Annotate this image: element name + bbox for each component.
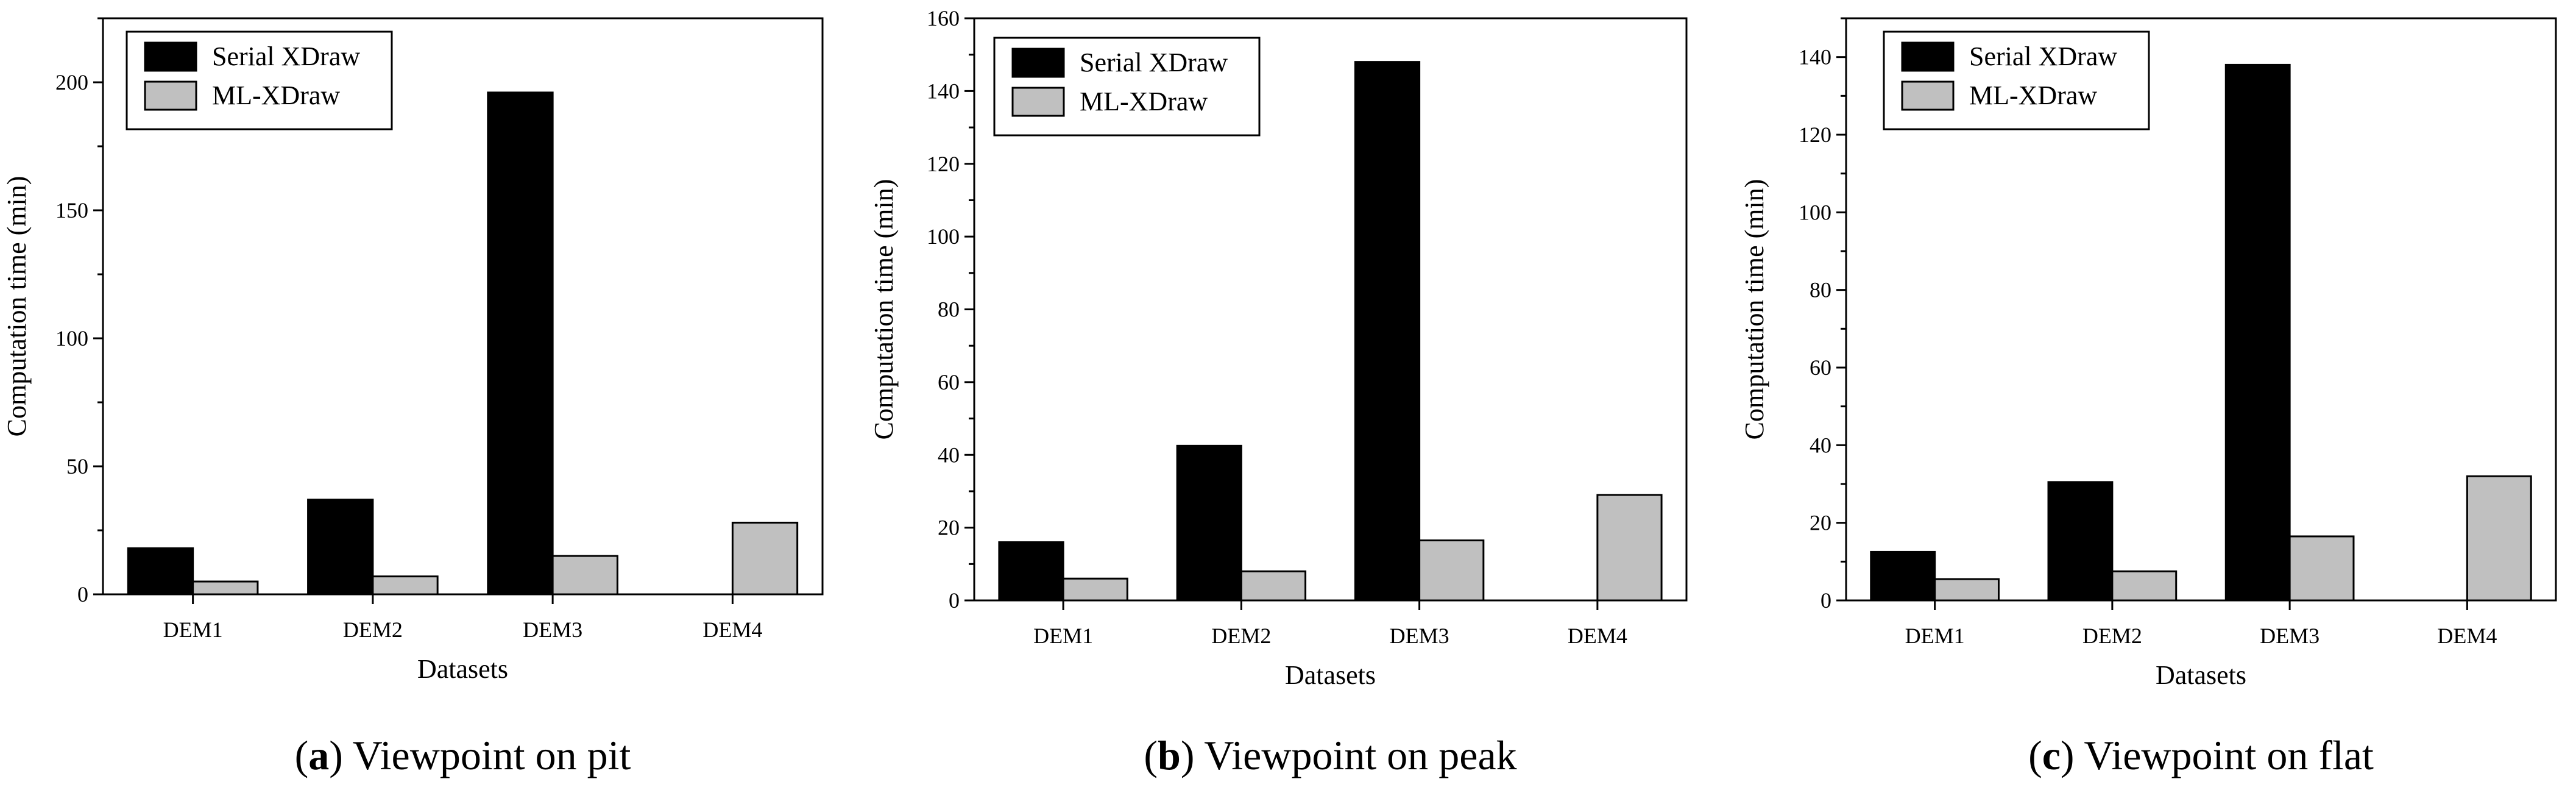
caption-title: Viewpoint on peak: [1204, 732, 1516, 778]
x-tick-label: DEM1: [163, 617, 223, 642]
x-tick-label: DEM2: [2082, 624, 2142, 648]
bar-ml-xdraw-dem1: [1062, 577, 1128, 602]
x-tick-label: DEM4: [702, 617, 762, 642]
legend-swatch: [1011, 48, 1065, 78]
bar-ml-xdraw-dem4: [731, 521, 799, 596]
y-tick-label: 80: [938, 297, 960, 322]
caption-letter: a: [308, 732, 329, 778]
x-axis-title: Datasets: [417, 654, 508, 684]
legend-label: ML-XDraw: [1969, 80, 2097, 110]
caption-open-paren: (: [2028, 732, 2042, 778]
bar-ml-xdraw-dem3: [1418, 539, 1485, 602]
plot-frame: [102, 17, 824, 596]
y-tick-label: 50: [66, 454, 88, 479]
y-tick-label: 100: [927, 224, 960, 249]
bar-ml-xdraw-dem3: [551, 555, 618, 596]
legend-swatch: [144, 80, 197, 111]
bar-serial-xdraw-dem3: [487, 91, 554, 596]
y-axis-title: Computation time (min): [2, 176, 32, 437]
y-tick-label: 0: [77, 582, 88, 607]
caption-open-paren: (: [295, 732, 309, 778]
bar-ml-xdraw-dem2: [1240, 570, 1307, 602]
bar-ml-xdraw-dem4: [1596, 494, 1663, 602]
x-tick-label: DEM3: [2260, 624, 2319, 648]
x-tick-label: DEM2: [1211, 624, 1271, 648]
legend-label: ML-XDraw: [212, 80, 340, 110]
caption: (c) Viewpoint on flat: [2028, 732, 2374, 778]
bar-ml-xdraw-dem2: [2111, 570, 2178, 602]
bar-ml-xdraw-dem2: [372, 575, 439, 596]
caption: (b) Viewpoint on peak: [1144, 732, 1516, 778]
legend-swatch: [1901, 80, 1955, 111]
legend-swatch: [144, 41, 197, 72]
legend-label: Serial XDraw: [1969, 41, 2117, 71]
caption-title: Viewpoint on pit: [353, 732, 631, 778]
y-axis-title: Computation time (min): [869, 179, 899, 440]
y-tick-label: 20: [938, 516, 960, 540]
y-tick-label: 150: [55, 198, 88, 222]
legend-label: Serial XDraw: [212, 41, 360, 71]
bar-serial-xdraw-dem3: [2224, 63, 2291, 602]
plot-frame: [1845, 17, 2557, 602]
caption-title: Viewpoint on flat: [2084, 732, 2374, 778]
y-tick-label: 60: [1810, 355, 1831, 380]
caption-letter: b: [1158, 732, 1181, 778]
bar-serial-xdraw-dem1: [127, 547, 194, 596]
y-tick-label: 40: [1810, 433, 1831, 457]
x-tick-label: DEM2: [343, 617, 403, 642]
y-tick-label: 0: [949, 588, 960, 613]
y-tick-label: 160: [927, 6, 960, 30]
y-axis-title: Computation time (min): [1739, 179, 1769, 440]
caption: (a) Viewpoint on pit: [295, 732, 631, 778]
bar-ml-xdraw-dem3: [2288, 535, 2355, 602]
y-tick-label: 140: [927, 79, 960, 103]
y-tick-label: 100: [1799, 200, 1831, 224]
x-tick-label: DEM1: [1033, 624, 1093, 648]
bar-ml-xdraw-dem1: [192, 580, 259, 596]
bar-ml-xdraw-dem1: [1934, 578, 2000, 602]
bar-serial-xdraw-dem1: [1870, 550, 1936, 602]
x-axis-title: Datasets: [2156, 660, 2246, 690]
bar-serial-xdraw-dem2: [1176, 444, 1242, 602]
x-axis-title: Datasets: [1285, 660, 1376, 690]
caption-close-paren: ): [1181, 732, 1204, 778]
caption-close-paren: ): [329, 732, 352, 778]
y-tick-label: 200: [55, 70, 88, 94]
bar-serial-xdraw-dem1: [998, 541, 1064, 602]
legend-label: ML-XDraw: [1080, 87, 1208, 116]
y-tick-label: 80: [1810, 278, 1831, 302]
y-tick-label: 140: [1799, 45, 1831, 69]
y-tick-label: 20: [1810, 511, 1831, 535]
legend-swatch: [1011, 87, 1065, 117]
caption-close-paren: ): [2061, 732, 2084, 778]
y-tick-label: 40: [938, 443, 960, 467]
y-tick-label: 120: [927, 152, 960, 176]
bar-serial-xdraw-dem2: [307, 499, 374, 596]
chart-panel-a: 0 50 100 150 200 DEM1 DEM2 DEM3 DEM4 Datasets Comp…: [2, 17, 824, 778]
x-tick-label: DEM4: [2437, 624, 2497, 648]
x-tick-label: DEM4: [1568, 624, 1627, 648]
y-tick-label: 100: [55, 326, 88, 351]
bar-ml-xdraw-dem4: [2466, 475, 2532, 602]
bar-serial-xdraw-dem2: [2047, 481, 2114, 602]
legend-label: Serial XDraw: [1080, 48, 1228, 77]
chart-panel-b: 0 20 40 60 80 100 120 140 160 DEM1 DEM2 DEM3 DEM4 Dat…: [869, 6, 1688, 778]
y-tick-label: 0: [1821, 588, 1831, 613]
caption-letter: c: [2042, 732, 2061, 778]
x-tick-label: DEM3: [523, 617, 582, 642]
legend-swatch: [1901, 41, 1955, 72]
y-tick-label: 120: [1799, 123, 1831, 147]
bar-serial-xdraw-dem3: [1354, 61, 1421, 602]
chart-panel-c: 0 20 40 60 80 100 120 140 DEM1 DEM2 DEM3 DEM4 Datase…: [1739, 17, 2557, 778]
x-tick-label: DEM3: [1390, 624, 1449, 648]
y-tick-label: 60: [938, 370, 960, 394]
caption-open-paren: (: [1144, 732, 1158, 778]
x-tick-label: DEM1: [1905, 624, 1965, 648]
